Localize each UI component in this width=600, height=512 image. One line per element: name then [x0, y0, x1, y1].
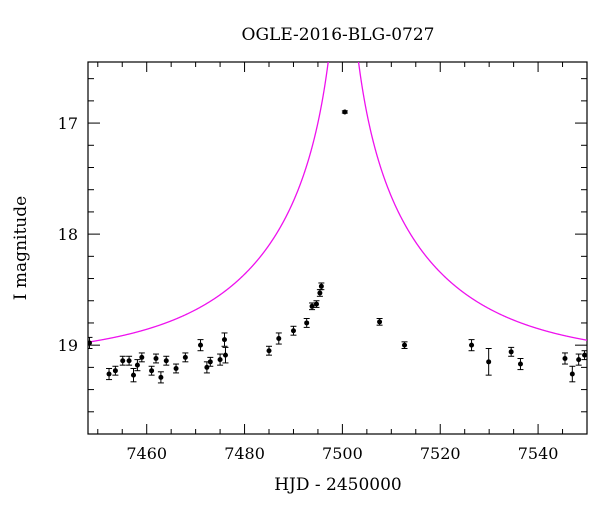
x-axis-title: HJD - 2450000 [274, 475, 402, 495]
y-tick-label: 17 [58, 114, 78, 133]
x-tick-label: 7540 [518, 444, 559, 463]
data-marker [517, 361, 523, 367]
chart-title: OGLE-2016-BLG-0727 [242, 25, 435, 45]
y-tick-label: 18 [58, 225, 78, 244]
data-marker [207, 359, 213, 365]
data-marker [222, 352, 228, 358]
data-point [309, 302, 316, 311]
data-point [401, 341, 408, 349]
data-marker [130, 372, 136, 378]
data-point [575, 353, 582, 366]
data-point [290, 325, 297, 336]
data-marker [318, 283, 324, 289]
data-point [182, 352, 189, 363]
data-point [163, 355, 170, 366]
data-marker [173, 365, 179, 371]
data-point [376, 318, 383, 326]
data-point [153, 353, 160, 364]
data-point [303, 318, 310, 328]
model-curve-line [88, 62, 587, 343]
data-marker [112, 368, 118, 374]
data-points [88, 109, 587, 384]
data-marker [486, 359, 492, 365]
data-point [119, 355, 126, 366]
x-tick-label: 7520 [420, 444, 461, 463]
data-point [341, 109, 348, 115]
data-marker [198, 342, 204, 348]
data-marker [582, 352, 587, 358]
data-point [222, 346, 229, 364]
data-marker [126, 358, 132, 364]
data-marker [182, 354, 188, 360]
data-point [313, 300, 320, 308]
x-tick-label: 7480 [224, 444, 265, 463]
data-marker [313, 301, 319, 307]
data-marker [158, 374, 164, 380]
data-point [221, 332, 228, 347]
x-tick-labels: 7460 7480 7500 7520 7540 [126, 444, 558, 463]
data-point [148, 365, 155, 376]
data-marker [304, 320, 310, 326]
data-marker [217, 357, 223, 363]
data-marker [106, 371, 112, 377]
data-point [130, 367, 137, 383]
data-marker [576, 357, 582, 363]
data-marker [153, 355, 159, 361]
data-point [88, 336, 93, 349]
data-point [134, 359, 141, 372]
data-marker [402, 342, 408, 348]
data-marker [120, 358, 126, 364]
data-point [112, 365, 119, 376]
data-marker [508, 349, 514, 355]
data-marker [342, 109, 348, 115]
y-tick-label: 19 [58, 336, 78, 355]
data-point [126, 355, 133, 366]
data-point [138, 352, 145, 363]
data-point [316, 289, 323, 297]
data-point [468, 339, 475, 352]
x-tick-label: 7460 [126, 444, 167, 463]
data-point [275, 332, 282, 345]
data-marker [88, 340, 92, 346]
plot-frame [87, 61, 588, 435]
data-marker [469, 342, 475, 348]
data-marker [139, 354, 145, 360]
x-tick-label: 7500 [322, 444, 363, 463]
data-point [561, 352, 568, 365]
data-point [207, 356, 214, 367]
data-marker [266, 348, 272, 354]
data-marker [221, 337, 227, 343]
data-marker [134, 362, 140, 368]
data-point [569, 365, 576, 383]
data-point [106, 367, 113, 381]
data-marker [562, 355, 568, 361]
y-axis-title: I magnitude [11, 196, 31, 300]
data-marker [309, 303, 315, 309]
data-point [581, 350, 587, 361]
data-marker [569, 371, 575, 377]
data-point [517, 357, 524, 371]
data-marker [317, 290, 323, 296]
data-marker [276, 336, 282, 342]
data-point [173, 363, 180, 374]
data-point [217, 353, 224, 366]
data-point [197, 339, 204, 352]
data-point [485, 347, 492, 376]
data-point [508, 346, 515, 357]
data-point [266, 345, 273, 356]
y-tick-labels: 17 18 19 [58, 114, 78, 355]
data-marker [149, 368, 155, 374]
data-marker [163, 358, 169, 364]
data-marker [290, 328, 296, 334]
axis-ticks [88, 62, 588, 435]
data-marker [377, 319, 383, 325]
data-marker [204, 364, 210, 370]
data-point [318, 282, 325, 291]
data-point [157, 371, 164, 384]
